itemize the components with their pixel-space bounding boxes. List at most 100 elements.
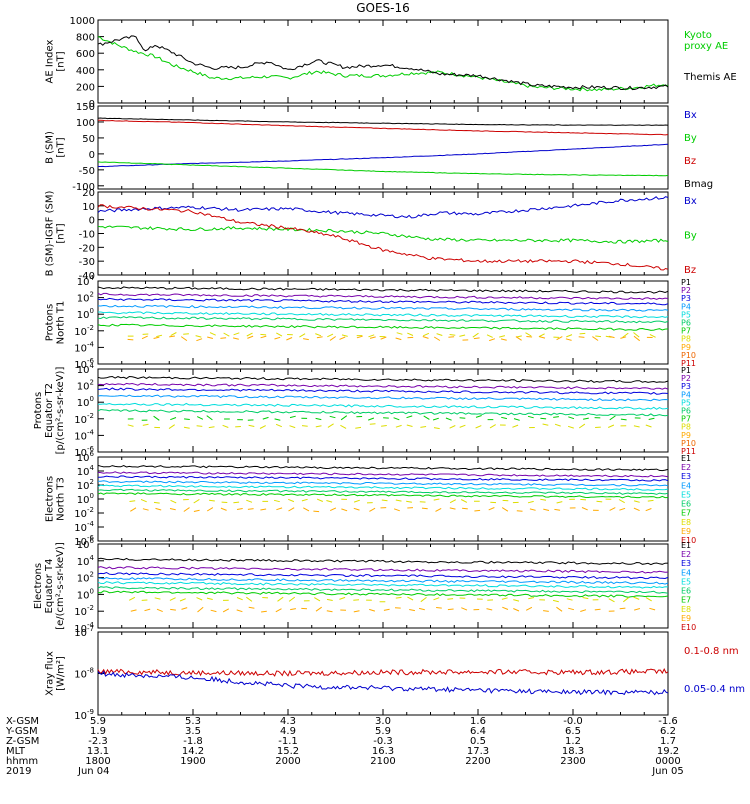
channel-trace — [97, 297, 669, 306]
channel-trace — [97, 375, 669, 383]
legend-entry: P4 — [681, 302, 691, 311]
channel-trace — [97, 408, 669, 417]
panel-bigrf: B (SM)-IGRF (SM)[nT] 20 10 0 -10 -20 -30 -40 Bx B… — [45, 188, 697, 282]
legend-entry: Bz — [684, 265, 696, 276]
series-line-by — [97, 225, 669, 244]
xaxis-value: 2000 — [275, 756, 300, 767]
legend-entry: P4 — [681, 390, 691, 399]
legend-entry: E3 — [681, 559, 691, 568]
legend-entry: E10 — [681, 536, 696, 545]
xaxis-value: 5.9 — [375, 726, 391, 737]
series-line-kyoto-proxy-ae — [97, 36, 669, 92]
y-tick-label: 100 — [77, 587, 94, 601]
xaxis-value: 5.9 — [90, 716, 106, 727]
y-tick-label: -50 — [79, 166, 95, 177]
y-tick-label: 50 — [82, 134, 95, 145]
y-tick-label: 100 — [77, 395, 94, 409]
legend-entry: E3 — [681, 472, 691, 481]
channel-trace — [130, 507, 652, 513]
ylabel-line: B (SM)-IGRF (SM) — [45, 191, 56, 277]
xaxis-row-label: X-GSM — [6, 716, 39, 727]
channel-trace — [127, 332, 656, 338]
y-tick-label: 800 — [76, 33, 95, 44]
panel-xray: Xray flux[W/m²] 10-7 10-8 10-9 0.1-0.8 nm 0.0… — [45, 625, 746, 722]
series-line-bmag — [97, 117, 669, 126]
xaxis-value: 1.9 — [90, 726, 106, 737]
y-tick-label: 10-8 — [74, 667, 94, 681]
xaxis-value: 0.5 — [470, 736, 486, 747]
y-tick-label: 1000 — [70, 16, 95, 27]
legend-entry: P7 — [681, 327, 691, 336]
ylabel-line: North T3 — [56, 477, 67, 521]
legend-entry: E4 — [681, 568, 691, 577]
panel-ylabel: Xray flux[W/m²] — [45, 651, 67, 696]
xaxis-value: 6.4 — [470, 726, 486, 737]
panel-ylabel: ElectronsEquator T4[e/(cm²-s-sr-keV)] — [33, 542, 66, 630]
channel-trace — [127, 423, 652, 430]
channel-trace — [97, 394, 669, 402]
y-tick-label: 100 — [77, 307, 94, 321]
panel-ylabel: ProtonsEquator T2[p/(cm²-s-sr-keV)] — [33, 367, 66, 455]
ylabel-line: B (SM) — [45, 131, 56, 164]
xaxis-row-label: Z-GSM — [6, 736, 39, 747]
xaxis-value: Jun 04 — [77, 766, 110, 777]
xaxis-value: 2100 — [370, 756, 395, 767]
legend-entry: P10 — [681, 351, 696, 360]
channel-trace — [97, 382, 669, 390]
channel-trace — [97, 590, 669, 598]
y-tick-label: 10-4 — [74, 621, 94, 635]
ylabel-line: [W/m²] — [56, 656, 67, 691]
xaxis-value: -0.3 — [373, 736, 393, 747]
channel-trace — [127, 335, 653, 342]
y-tick-label: 600 — [76, 49, 95, 60]
channel-trace — [97, 571, 669, 580]
y-tick-label: 100 — [76, 118, 95, 129]
channel-trace — [97, 316, 669, 324]
legend-entry: P9 — [681, 343, 691, 352]
y-tick-label: 102 — [77, 291, 94, 305]
legend-entry: P6 — [681, 407, 691, 416]
channel-trace — [97, 576, 669, 585]
legend-entry: P3 — [681, 382, 691, 391]
xaxis-value: 19.2 — [657, 746, 679, 757]
legend-entry: E4 — [681, 481, 691, 490]
panel-frame — [97, 19, 669, 104]
legend-entry: P5 — [681, 310, 691, 319]
legend-entry: Bx — [684, 196, 697, 207]
xaxis-value: 14.2 — [182, 746, 204, 757]
legend-entry: P9 — [681, 431, 691, 440]
ylabel-line: Electrons — [45, 476, 56, 522]
legend-entry: Bx — [684, 110, 697, 121]
series-line-themis-ae — [97, 35, 669, 91]
xaxis-value: 2200 — [465, 756, 490, 767]
ylabel-line: [nT] — [56, 223, 67, 243]
legend-entry: P1 — [681, 278, 691, 287]
xaxis-row-label: MLT — [6, 746, 26, 757]
legend-entry: By — [684, 133, 697, 144]
plot-title: GOES-16 — [356, 1, 410, 15]
xaxis-value: -1.8 — [183, 736, 203, 747]
y-tick-label: 102 — [77, 571, 94, 585]
xaxis-value: 5.3 — [185, 716, 201, 727]
legend-entry: Kyoto — [684, 30, 712, 41]
legend-entry: E7 — [681, 596, 691, 605]
legend-entry: P6 — [681, 319, 691, 328]
channel-trace — [97, 484, 669, 491]
y-tick-label: -100 — [72, 182, 95, 193]
channel-trace — [97, 566, 669, 574]
panel-pt1: ProtonsNorth T1 104 102 100 10-2 10-4 10-6 P1P2… — [45, 274, 697, 371]
legend-entry: E5 — [681, 577, 691, 586]
y-tick-label: 150 — [76, 102, 95, 113]
ylabel-line: Protons — [33, 392, 44, 429]
legend-entry: E6 — [681, 587, 691, 596]
legend-entry: E8 — [681, 518, 691, 527]
legend-entry: E6 — [681, 500, 691, 509]
xaxis-value: 6.2 — [660, 726, 676, 737]
xaxis-value: 3.0 — [375, 716, 391, 727]
xaxis-value: 0000 — [655, 756, 680, 767]
legend-entry: E5 — [681, 490, 691, 499]
legend-entry: P8 — [681, 423, 691, 432]
panel-et4: ElectronsEquator T4[e/(cm²-s-sr-keV)] 106… — [33, 537, 696, 635]
legend-entry: P2 — [681, 286, 691, 295]
